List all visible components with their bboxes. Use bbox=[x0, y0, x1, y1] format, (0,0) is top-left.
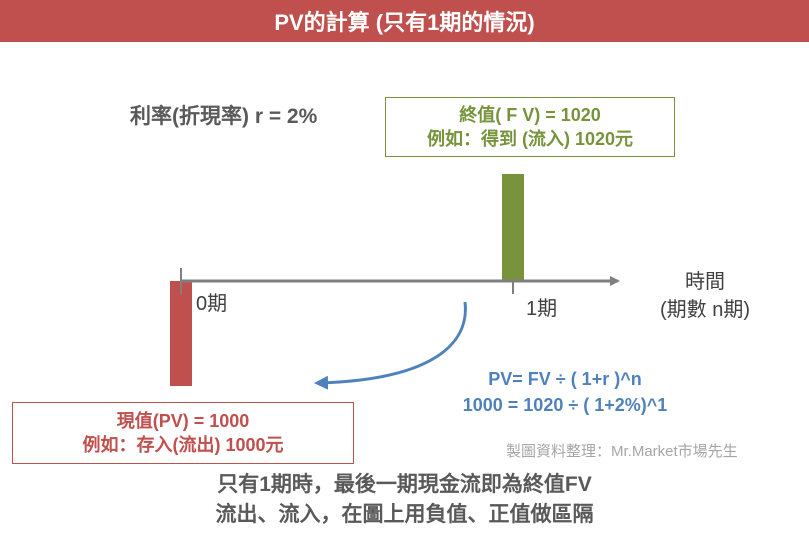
future-value-box: 終值( F V) = 1020 例如：得到 (流入) 1020元 bbox=[385, 97, 675, 157]
explanation-note: 只有1期時，最後一期現金流即為終值FV 流出、流入，在圖上用負值、正值做區隔 bbox=[0, 470, 809, 530]
formula-general: PV= FV ÷ ( 1+r )^n bbox=[488, 369, 642, 389]
time-axis-subtitle: (期數 n期) bbox=[660, 299, 750, 321]
inflow-bar bbox=[502, 174, 524, 281]
formula-example: 1000 = 1020 ÷ ( 1+2%)^1 bbox=[462, 395, 668, 415]
period-0-label: 0期 bbox=[196, 293, 228, 315]
pv-value-text: 現值(PV) = 1000 bbox=[116, 411, 250, 431]
time-axis-label: 時間 (期數 n期) bbox=[640, 268, 770, 324]
discount-arrow bbox=[314, 301, 467, 390]
period-1-label: 1期 bbox=[526, 298, 558, 320]
page-title: PV的計算 (只有1期的情況) bbox=[274, 10, 535, 35]
time-axis-title: 時間 bbox=[685, 271, 725, 293]
source-credit: 製圖資料整理：Mr.Market市場先生 bbox=[506, 443, 738, 460]
fv-example-text: 例如：得到 (流入) 1020元 bbox=[426, 129, 634, 149]
present-value-box: 現值(PV) = 1000 例如：存入(流出) 1000元 bbox=[12, 402, 354, 464]
pv-formula: PV= FV ÷ ( 1+r )^n 1000 = 1020 ÷ ( 1+2%)… bbox=[400, 366, 730, 418]
title-bar: PV的計算 (只有1期的情況) bbox=[0, 0, 809, 42]
outflow-bar bbox=[170, 281, 192, 386]
note-line-1: 只有1期時，最後一期現金流即為終值FV bbox=[217, 473, 592, 496]
pv-example-text: 例如：存入(流出) 1000元 bbox=[82, 435, 284, 455]
fv-value-text: 終值( F V) = 1020 bbox=[459, 105, 601, 125]
interest-rate-label: 利率(折現率) r = 2% bbox=[130, 105, 318, 128]
note-line-2: 流出、流入，在圖上用負值、正值做區隔 bbox=[215, 503, 594, 526]
